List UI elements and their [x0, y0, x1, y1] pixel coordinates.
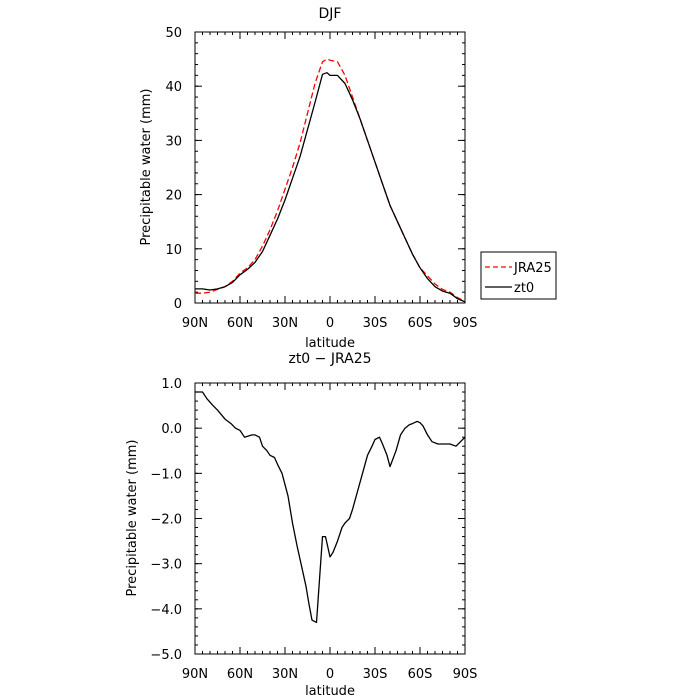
series-line-zt0: [195, 72, 466, 303]
x-tick-label: 30S: [363, 316, 388, 331]
y-tick-label: 40: [165, 80, 182, 95]
y-tick-label: 10: [165, 243, 182, 258]
difference-title: zt0 − JRA25: [288, 351, 371, 367]
djf-title: DJF: [319, 6, 342, 22]
y-tick-label: −3.0: [150, 558, 182, 573]
y-tick-label: −1.0: [150, 467, 182, 482]
difference-y-axis-label: Precipitable water (mm): [125, 440, 140, 597]
x-tick-label: 60N: [227, 316, 253, 331]
legend-box: [480, 251, 557, 300]
difference-panel: zt0 − JRA25 90N 60N 30N 0 30S 60S 90S 1.0 0.0 −1.…: [125, 351, 477, 699]
y-tick-label: 0.0: [161, 422, 182, 437]
y-tick-label: 1.0: [161, 377, 182, 392]
series-line-jra25: [195, 58, 466, 302]
djf-y-axis-label: Precipitable water (mm): [139, 89, 154, 246]
y-tick-label: 0: [174, 297, 182, 312]
x-tick-label: 90N: [182, 316, 208, 331]
x-tick-label: 30S: [363, 667, 388, 682]
x-tick-label: 90S: [453, 667, 478, 682]
y-tick-label: 30: [165, 134, 182, 149]
djf-panel: DJF 90N 60N 30N 0 30S 60S 90S 0 10 20 30 40 50 latit…: [139, 6, 557, 351]
y-tick-label: −2.0: [150, 513, 182, 528]
x-tick-label: 0: [326, 667, 334, 682]
x-tick-label: 30N: [272, 316, 298, 331]
djf-legend: JRA25 zt0: [480, 251, 557, 300]
difference-x-axis-label: latitude: [305, 684, 355, 699]
plot-frame: [194, 31, 466, 304]
x-tick-label: 30N: [272, 667, 298, 682]
x-tick-label: 90S: [453, 316, 478, 331]
y-tick-label: −5.0: [150, 648, 182, 663]
series-line-0: [195, 391, 466, 624]
y-tick-label: −4.0: [150, 603, 182, 618]
difference-plot-area: 90N 60N 30N 0 30S 60S 90S 1.0 0.0 −1.0 −2.0 −3.0 −4.…: [150, 377, 477, 682]
x-tick-label: 90N: [182, 667, 208, 682]
djf-x-axis-label: latitude: [305, 336, 355, 351]
legend-label-zt0: zt0: [514, 281, 534, 296]
djf-plot-area: 90N 60N 30N 0 30S 60S 90S 0 10 20 30 40 50: [165, 26, 477, 331]
y-tick-label: 50: [165, 26, 182, 41]
legend-label-jra25: JRA25: [513, 261, 552, 276]
plot-frame: [194, 382, 466, 655]
x-tick-label: 0: [326, 316, 334, 331]
x-tick-label: 60S: [408, 667, 433, 682]
x-tick-label: 60S: [408, 316, 433, 331]
y-tick-label: 20: [165, 189, 182, 204]
x-tick-label: 60N: [227, 667, 253, 682]
